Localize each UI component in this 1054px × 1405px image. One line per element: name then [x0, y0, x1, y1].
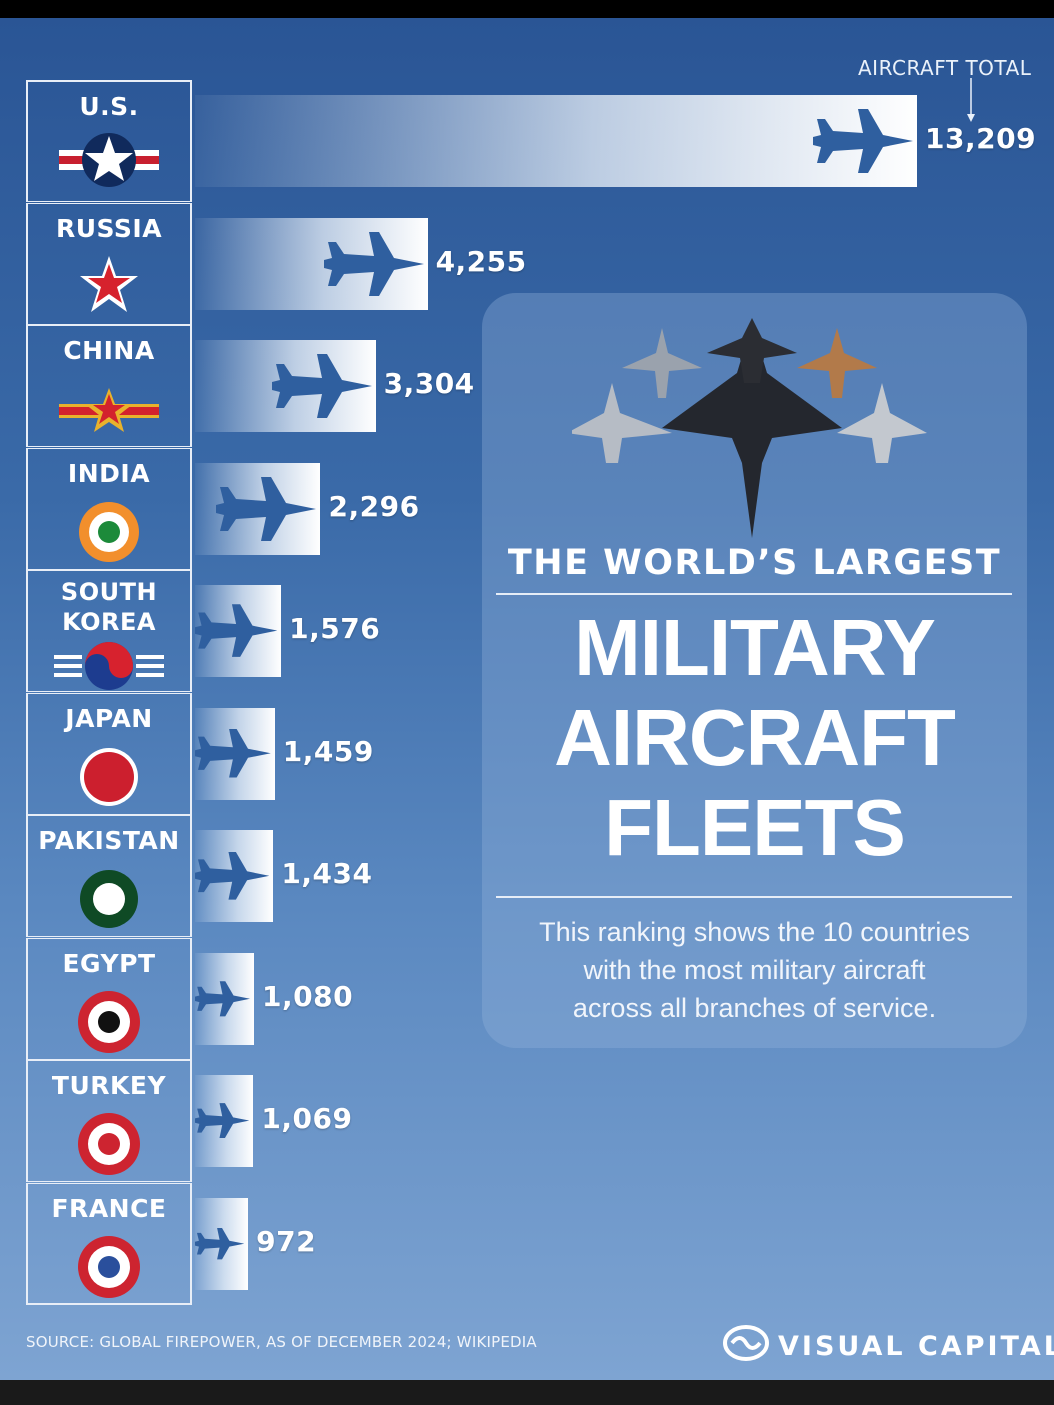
france-roundel-icon	[78, 1235, 140, 1298]
bar-value-label: 13,209	[925, 122, 1037, 155]
bar	[195, 1075, 254, 1167]
fighter-jet-icon	[195, 729, 271, 778]
russia-star-icon	[80, 255, 138, 312]
country-name: SOUTH KOREA	[28, 577, 190, 637]
card-divider	[496, 896, 1012, 898]
fighter-jet-icon	[195, 1227, 245, 1260]
country-name: FRANCE	[51, 1193, 167, 1223]
country-name: RUSSIA	[55, 213, 163, 243]
infographic: AIRCRAFT TOTAL U.S. 13,209 RUSSIA 4,255 CHIN…	[0, 18, 1054, 1380]
fighter-jet-icon	[813, 109, 913, 173]
card-subtitle: THE WORLD’S LARGEST	[507, 543, 1002, 583]
country-label-box: TURKEY	[26, 1060, 192, 1182]
fighter-jet-icon	[271, 354, 372, 418]
bar-value-label: 1,434	[281, 857, 373, 890]
fighter-jet-icon	[195, 604, 278, 658]
info-card: THE WORLD’S LARGEST MILITARY AIRCRAFT FL…	[482, 293, 1027, 1048]
country-label-box: INDIA	[26, 447, 192, 570]
bar-value-label: 4,255	[435, 244, 527, 278]
brain-icon	[723, 1325, 769, 1361]
country-label-box: FRANCE	[26, 1182, 192, 1305]
country-name: JAPAN	[65, 703, 153, 733]
country-name: PAKISTAN	[38, 826, 180, 855]
country-name: U.S.	[79, 92, 139, 121]
card-description-line: This ranking shows the 10 countries	[539, 917, 970, 947]
fighter-jet-icon	[195, 852, 270, 900]
country-name: TURKEY	[51, 1071, 167, 1100]
bar-value-label: 3,304	[383, 367, 475, 400]
bar-value-label: 2,296	[328, 489, 420, 523]
korea-taeguk-icon	[54, 642, 164, 690]
country-label-box: PAKISTAN	[26, 815, 192, 937]
bar-value-label: 1,069	[261, 1102, 353, 1135]
bar	[195, 707, 275, 800]
country-label-box: JAPAN	[26, 692, 192, 815]
us-roundel-icon	[59, 133, 159, 187]
bar-value-label: 972	[256, 1224, 317, 1258]
country-label-box: EGYPT	[26, 937, 192, 1060]
card-description-line: with the most military aircraft	[583, 955, 926, 985]
bar	[195, 830, 274, 922]
card-divider	[496, 593, 1012, 595]
china-roundel-icon	[59, 388, 159, 432]
card-description-line: across all branches of service.	[572, 993, 937, 1023]
value-header: AIRCRAFT TOTAL	[858, 56, 1032, 80]
bar	[195, 95, 917, 187]
down-arrow-icon	[967, 78, 975, 122]
brand-name: VISUAL CAPITALIST	[778, 1331, 1054, 1362]
bar-value-label: 1,080	[262, 979, 354, 1013]
country-label-box: CHINA	[26, 325, 192, 447]
egypt-roundel-icon	[78, 990, 140, 1053]
bar	[195, 217, 428, 310]
card-title-line: MILITARY	[574, 603, 936, 692]
fighter-jet-icon	[195, 1103, 250, 1139]
source-note: SOURCE: GLOBAL FIREPOWER, AS OF DECEMBER…	[26, 1333, 537, 1351]
india-roundel-icon	[79, 501, 139, 562]
bar	[195, 462, 321, 555]
bar	[195, 585, 282, 677]
bar	[195, 1197, 249, 1290]
fighter-jet-icon	[216, 476, 317, 541]
card-title-line: FLEETS	[604, 783, 906, 872]
bar	[195, 340, 376, 432]
jet-formation-icon	[572, 318, 927, 538]
country-name-line: KOREA	[62, 608, 156, 636]
fighter-jet-icon	[195, 980, 251, 1017]
country-name: INDIA	[67, 458, 151, 488]
japan-roundel-icon	[80, 747, 138, 806]
country-name: CHINA	[63, 336, 155, 365]
turkey-roundel-icon	[78, 1113, 140, 1175]
country-name-line: SOUTH	[60, 578, 158, 606]
country-name: EGYPT	[62, 948, 156, 978]
pakistan-roundel-icon	[80, 870, 138, 928]
card-title-line: AIRCRAFT	[554, 693, 956, 782]
bar-value-label: 1,576	[289, 612, 381, 645]
country-label-box: RUSSIA	[26, 202, 192, 325]
country-label-box: U.S.	[26, 80, 192, 202]
brand-logo: VISUAL CAPITALIST	[722, 1323, 1054, 1367]
country-label-box: SOUTH KOREA	[26, 570, 192, 692]
bar-value-label: 1,459	[282, 734, 374, 768]
bar	[195, 952, 255, 1045]
fighter-jet-icon	[323, 231, 424, 296]
